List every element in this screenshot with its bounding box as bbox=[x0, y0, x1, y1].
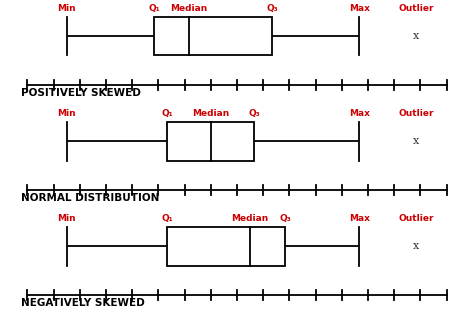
Text: x: x bbox=[413, 31, 419, 41]
Text: x: x bbox=[413, 136, 419, 146]
Text: Q₃: Q₃ bbox=[279, 214, 291, 223]
Text: x: x bbox=[413, 241, 419, 252]
Text: Max: Max bbox=[349, 4, 370, 12]
Text: NORMAL DISTRIBUTION: NORMAL DISTRIBUTION bbox=[21, 193, 159, 203]
Bar bbox=[154, 17, 272, 55]
Text: Outlier: Outlier bbox=[398, 109, 434, 118]
Text: POSITIVELY SKEWED: POSITIVELY SKEWED bbox=[21, 88, 141, 98]
Text: Min: Min bbox=[57, 4, 76, 12]
Text: Q₁: Q₁ bbox=[161, 109, 173, 118]
Text: Outlier: Outlier bbox=[398, 4, 434, 12]
Text: Min: Min bbox=[57, 109, 76, 118]
Text: Min: Min bbox=[57, 214, 76, 223]
Bar bbox=[167, 227, 285, 266]
Text: Q₃: Q₃ bbox=[248, 109, 260, 118]
Text: Q₁: Q₁ bbox=[161, 214, 173, 223]
Text: Outlier: Outlier bbox=[398, 214, 434, 223]
Text: Max: Max bbox=[349, 214, 370, 223]
Text: NEGATIVELY SKEWED: NEGATIVELY SKEWED bbox=[21, 299, 145, 309]
Bar bbox=[167, 122, 255, 161]
Text: Median: Median bbox=[231, 214, 269, 223]
Text: Q₁: Q₁ bbox=[148, 4, 160, 12]
Text: Median: Median bbox=[192, 109, 229, 118]
Text: Median: Median bbox=[170, 4, 208, 12]
Text: Max: Max bbox=[349, 109, 370, 118]
Text: Q₃: Q₃ bbox=[266, 4, 278, 12]
